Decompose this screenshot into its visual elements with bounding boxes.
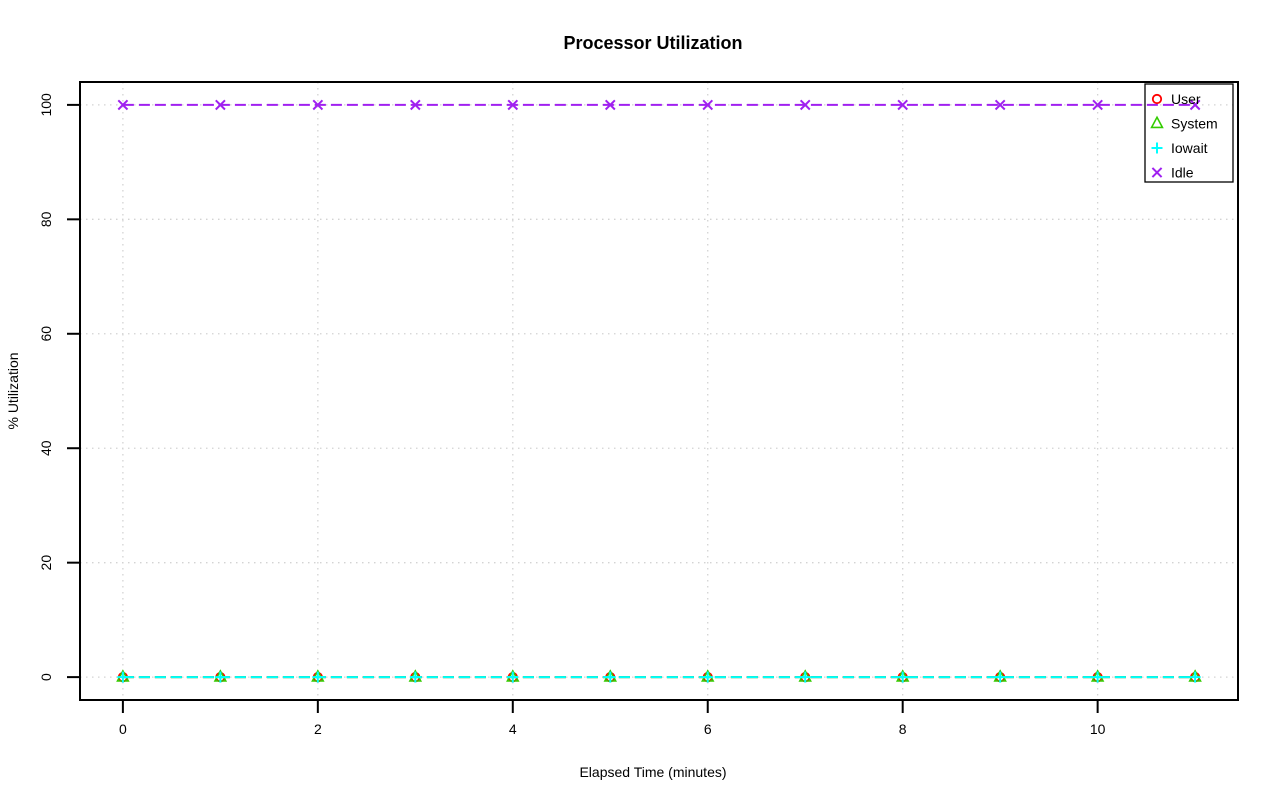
legend-label-user: User bbox=[1171, 91, 1201, 107]
legend-item-iowait: Iowait bbox=[1151, 140, 1208, 156]
chart-title: Processor Utilization bbox=[563, 33, 742, 53]
x-axis-label: Elapsed Time (minutes) bbox=[579, 764, 726, 780]
legend-label-system: System bbox=[1171, 116, 1218, 132]
data-point-iowait bbox=[507, 671, 519, 683]
x-tick-label: 0 bbox=[119, 721, 127, 737]
x-marker-icon bbox=[410, 99, 421, 111]
data-point-iowait bbox=[214, 671, 226, 683]
x-tick-label: 4 bbox=[509, 721, 517, 737]
data-point-idle bbox=[1092, 99, 1103, 111]
x-marker-icon bbox=[799, 99, 811, 111]
x-marker-icon bbox=[604, 99, 616, 111]
data-point-iowait bbox=[994, 671, 1006, 683]
data-point-iowait bbox=[1189, 671, 1201, 683]
x-marker-icon bbox=[1092, 99, 1103, 111]
data-point-idle bbox=[312, 99, 324, 111]
x-marker-icon bbox=[312, 99, 324, 111]
x-tick-label: 2 bbox=[314, 721, 322, 737]
data-point-idle bbox=[702, 99, 714, 111]
data-point-idle bbox=[410, 99, 421, 111]
y-tick-label: 40 bbox=[38, 440, 54, 456]
x-marker-icon bbox=[1151, 167, 1163, 178]
x-marker-icon bbox=[1189, 99, 1201, 111]
legend-marker-iowait bbox=[1151, 142, 1163, 154]
x-tick-label: 6 bbox=[704, 721, 712, 737]
legend-item-user: User bbox=[1151, 91, 1201, 107]
y-tick-label: 60 bbox=[38, 326, 54, 342]
data-point-iowait bbox=[1092, 671, 1104, 683]
legend-marker-system bbox=[1150, 115, 1164, 129]
y-tick-label: 20 bbox=[38, 555, 54, 571]
x-marker-icon bbox=[507, 99, 519, 111]
x-tick-label: 8 bbox=[899, 721, 907, 737]
legend-marker-user bbox=[1151, 93, 1163, 105]
legend-item-system: System bbox=[1150, 115, 1218, 132]
y-axis-label: % Utilization bbox=[5, 352, 21, 429]
data-point-iowait bbox=[312, 671, 324, 683]
triangle-marker-icon bbox=[1150, 115, 1164, 129]
x-marker-icon bbox=[117, 99, 129, 111]
data-point-iowait bbox=[604, 671, 616, 683]
x-marker-icon bbox=[702, 99, 714, 111]
x-marker-icon bbox=[994, 99, 1006, 111]
circle-marker-icon bbox=[1151, 93, 1163, 105]
data-point-idle bbox=[1189, 99, 1201, 111]
data-point-iowait bbox=[897, 671, 909, 683]
legend-label-iowait: Iowait bbox=[1171, 140, 1208, 156]
data-point-idle bbox=[507, 99, 519, 111]
y-tick-label: 80 bbox=[38, 211, 54, 227]
x-tick-label: 10 bbox=[1090, 721, 1106, 737]
legend-marker-idle bbox=[1151, 167, 1163, 178]
x-marker-icon bbox=[215, 99, 226, 111]
y-tick-label: 0 bbox=[38, 673, 54, 681]
data-point-idle bbox=[117, 99, 129, 111]
data-point-idle bbox=[897, 99, 908, 111]
legend-label-idle: Idle bbox=[1171, 165, 1194, 181]
x-marker-icon bbox=[897, 99, 908, 111]
data-point-iowait bbox=[799, 671, 811, 683]
y-tick-label: 100 bbox=[38, 93, 54, 117]
legend-border bbox=[1144, 83, 1234, 183]
data-point-idle bbox=[604, 99, 616, 111]
data-point-iowait bbox=[702, 671, 714, 683]
data-point-iowait bbox=[409, 671, 421, 683]
legend-item-idle: Idle bbox=[1151, 165, 1194, 181]
data-point-iowait bbox=[117, 671, 129, 683]
series-layer bbox=[116, 99, 1202, 683]
plot-border bbox=[79, 81, 1239, 701]
data-point-idle bbox=[799, 99, 811, 111]
data-point-idle bbox=[215, 99, 226, 111]
legend: User System Iowait Idle bbox=[1144, 83, 1234, 183]
grid-layer bbox=[80, 82, 1238, 700]
data-point-idle bbox=[994, 99, 1006, 111]
